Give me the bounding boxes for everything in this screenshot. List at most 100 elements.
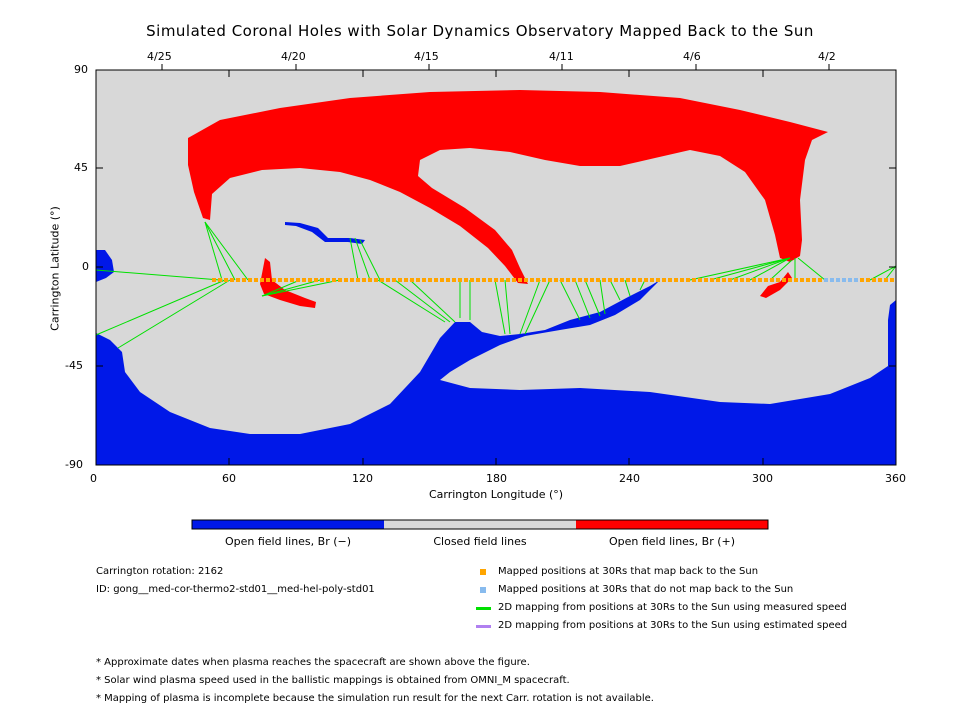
mapped-position-dot	[776, 278, 780, 282]
date-label: 4/20	[281, 50, 306, 63]
unmapped-position-dot	[830, 278, 834, 282]
mapped-position-dot	[458, 278, 462, 282]
mapped-position-dot	[434, 278, 438, 282]
mapped-position-dot	[356, 278, 360, 282]
mapped-position-dot	[284, 278, 288, 282]
mapped-position-dot	[308, 278, 312, 282]
legend-line-icon	[476, 607, 491, 610]
mapped-position-dot	[452, 278, 456, 282]
mapped-position-dot	[554, 278, 558, 282]
mapped-position-dot	[878, 278, 882, 282]
mapped-position-dot	[290, 278, 294, 282]
mapped-position-dot	[386, 278, 390, 282]
date-label: 4/2	[818, 50, 836, 63]
unmapped-position-dot	[854, 278, 858, 282]
mapped-position-dot	[332, 278, 336, 282]
mapped-position-dot	[614, 278, 618, 282]
mapped-position-dot	[674, 278, 678, 282]
x-axis-label: Carrington Longitude (°)	[428, 488, 564, 501]
x-tick-label: 120	[352, 472, 373, 485]
mapped-position-dot	[782, 278, 786, 282]
mapped-position-dot	[368, 278, 372, 282]
legend-label: 2D mapping from positions at 30Rs to the…	[498, 602, 847, 613]
y-tick-label: 90	[74, 63, 88, 76]
mapped-position-dot	[698, 278, 702, 282]
mapped-position-dot	[788, 278, 792, 282]
mapped-position-dot	[860, 278, 864, 282]
mapped-position-dot	[740, 278, 744, 282]
mapped-position-dot	[218, 278, 222, 282]
y-tick-label: -90	[65, 458, 83, 471]
mapped-position-dot	[572, 278, 576, 282]
mapped-position-dot	[230, 278, 234, 282]
y-tick-label: -45	[65, 359, 83, 372]
mapped-position-dot	[650, 278, 654, 282]
y-tick-label: 0	[82, 260, 89, 273]
unmapped-position-dot	[848, 278, 852, 282]
equatorial-positive-hole	[260, 258, 316, 308]
mapped-position-dot	[686, 278, 690, 282]
mapped-position-dot	[344, 278, 348, 282]
simulation-id: ID: gong__med-cor-thermo2-std01__med-hel…	[96, 584, 375, 595]
mapped-position-dot	[314, 278, 318, 282]
legend-label: 2D mapping from positions at 30Rs to the…	[498, 620, 848, 631]
date-ticks	[161, 64, 830, 70]
mapped-position-dot	[746, 278, 750, 282]
mapped-position-dot	[512, 278, 516, 282]
mapped-position-dot	[806, 278, 810, 282]
mapped-position-dot	[608, 278, 612, 282]
mapped-position-dot	[560, 278, 564, 282]
mapped-position-dot	[524, 278, 528, 282]
mapped-position-dot	[872, 278, 876, 282]
colorbar-label-negative: Open field lines, Br (−)	[224, 535, 352, 548]
legend-square-icon	[480, 587, 486, 593]
y-axis-label: Carrington Latitude (°)	[48, 206, 62, 331]
mapped-position-dot	[668, 278, 672, 282]
mapped-position-dot	[398, 278, 402, 282]
mapped-position-dot	[242, 278, 246, 282]
unmapped-position-dot	[836, 278, 840, 282]
mapped-position-dot	[662, 278, 666, 282]
mapped-position-dot	[500, 278, 504, 282]
mapped-position-dot	[722, 278, 726, 282]
date-label: 4/25	[147, 50, 172, 63]
colorbar-label-positive: Open field lines, Br (+)	[608, 535, 736, 548]
mapped-position-dot	[374, 278, 378, 282]
mapped-position-dots	[212, 278, 894, 282]
mapped-position-dot	[470, 278, 474, 282]
mapped-position-dot	[494, 278, 498, 282]
mapped-position-dot	[704, 278, 708, 282]
colorbar-label-closed: Closed field lines	[433, 535, 527, 548]
mapped-position-dot	[272, 278, 276, 282]
x-tick-label: 240	[619, 472, 640, 485]
mapped-position-dot	[464, 278, 468, 282]
unmapped-position-dot	[842, 278, 846, 282]
mapped-position-dot	[584, 278, 588, 282]
mapped-position-dot	[542, 278, 546, 282]
mapped-position-dot	[710, 278, 714, 282]
carrington-rotation: Carrington rotation: 2162	[96, 566, 224, 577]
date-label: 4/6	[683, 50, 701, 63]
y-ticks	[96, 69, 896, 466]
south-polar-coronal-hole	[96, 280, 896, 465]
legend-label: Mapped positions at 30Rs that do not map…	[498, 584, 794, 595]
mapped-position-dot	[620, 278, 624, 282]
mapped-position-dot	[590, 278, 594, 282]
date-label: 4/11	[549, 50, 574, 63]
mapped-position-dot	[212, 278, 216, 282]
legend-line-icon	[476, 625, 491, 628]
mapped-position-dot	[794, 278, 798, 282]
mapped-position-dot	[758, 278, 762, 282]
mapped-position-dot	[728, 278, 732, 282]
mapped-position-dot	[536, 278, 540, 282]
mapped-position-dot	[548, 278, 552, 282]
mapped-position-dot	[338, 278, 342, 282]
mapped-position-dot	[734, 278, 738, 282]
mapped-position-dot	[488, 278, 492, 282]
mapped-position-dot	[248, 278, 252, 282]
mapped-position-dot	[578, 278, 582, 282]
mapped-position-dot	[518, 278, 522, 282]
legend-square-icon	[480, 569, 486, 575]
mapped-position-dot	[404, 278, 408, 282]
